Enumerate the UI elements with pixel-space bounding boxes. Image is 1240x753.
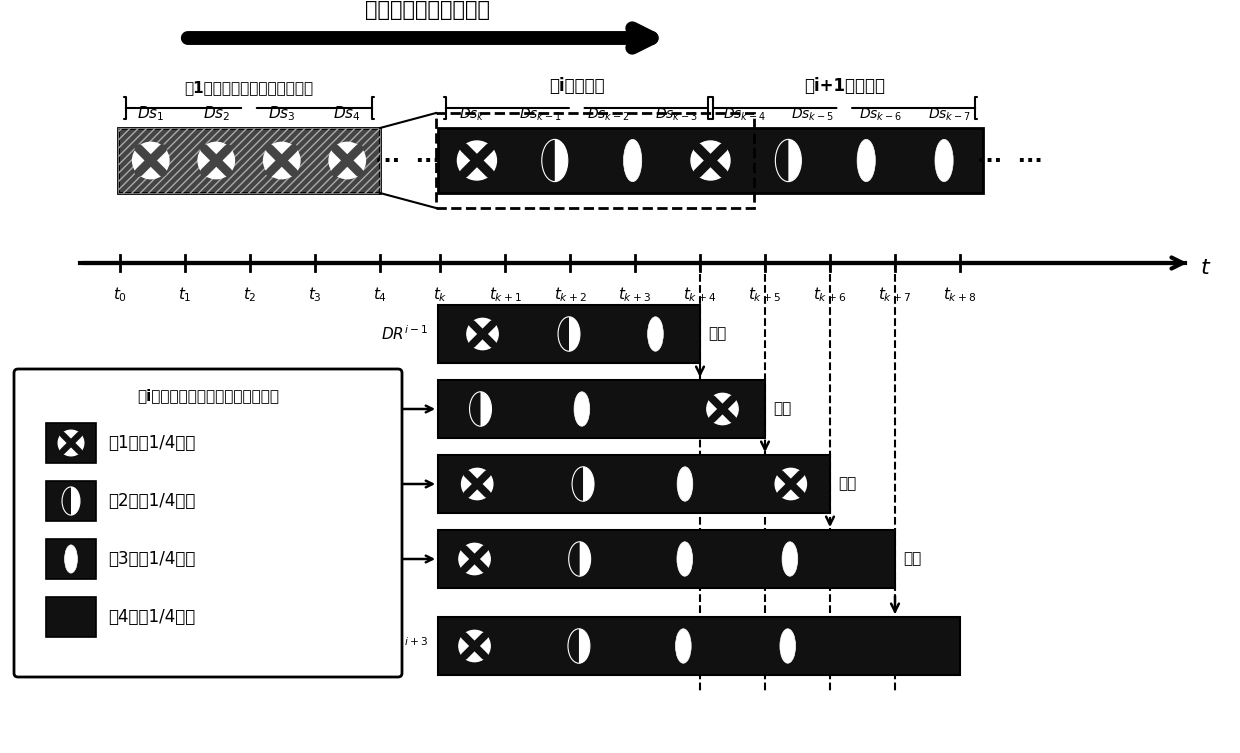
Text: $t_{k+8}$: $t_{k+8}$ (944, 285, 977, 303)
Text: $t_{k+3}$: $t_{k+3}$ (619, 285, 651, 303)
Text: 重组数据$DR^{i+1}$: 重组数据$DR^{i+1}$ (305, 474, 383, 494)
Text: 更新: 更新 (903, 551, 921, 566)
Circle shape (264, 142, 300, 178)
Text: $Ds_{k-2}$: $Ds_{k-2}$ (587, 107, 630, 123)
Text: $t_2$: $t_2$ (243, 285, 257, 303)
Wedge shape (55, 484, 71, 518)
Ellipse shape (569, 541, 590, 576)
Text: $Ds_{k-7}$: $Ds_{k-7}$ (928, 107, 971, 123)
Text: $Ds_{k-3}$: $Ds_{k-3}$ (655, 107, 698, 123)
Wedge shape (548, 313, 569, 355)
Ellipse shape (542, 139, 568, 181)
Text: $Ds_1$: $Ds_1$ (138, 105, 165, 123)
Ellipse shape (780, 629, 796, 663)
Ellipse shape (558, 317, 580, 351)
Text: $t_4$: $t_4$ (373, 285, 387, 303)
Wedge shape (558, 625, 579, 666)
Text: $t_{k+2}$: $t_{k+2}$ (553, 285, 587, 303)
Text: 重组数据$DR^{i+2}$: 重组数据$DR^{i+2}$ (305, 549, 383, 569)
Wedge shape (559, 538, 579, 580)
FancyBboxPatch shape (438, 617, 960, 675)
Text: ···  ···: ··· ··· (977, 151, 1043, 170)
Text: $t_{k+6}$: $t_{k+6}$ (813, 285, 847, 303)
Text: $t_{k+4}$: $t_{k+4}$ (683, 285, 717, 303)
Text: $DR^{i-1}$: $DR^{i-1}$ (381, 325, 428, 343)
Ellipse shape (782, 541, 797, 576)
Ellipse shape (574, 392, 590, 426)
Circle shape (458, 141, 496, 180)
Text: 第i个时间步获取的完整数据集拆分: 第i个时间步获取的完整数据集拆分 (136, 388, 279, 403)
Text: $Ds_k$: $Ds_k$ (459, 107, 485, 123)
Text: $DR^{i+3}$: $DR^{i+3}$ (381, 636, 428, 655)
Circle shape (459, 630, 490, 662)
Ellipse shape (857, 139, 875, 181)
Circle shape (461, 468, 492, 500)
FancyBboxPatch shape (438, 305, 701, 363)
Text: $Ds_3$: $Ds_3$ (268, 105, 295, 123)
FancyBboxPatch shape (438, 455, 830, 513)
Circle shape (775, 468, 806, 500)
Text: 更新: 更新 (773, 401, 791, 416)
Circle shape (58, 430, 84, 456)
Text: $Ds_2$: $Ds_2$ (202, 105, 229, 123)
Text: 重组数据$DR^{i}$: 重组数据$DR^{i}$ (324, 399, 383, 419)
Text: $Ds_{k-5}$: $Ds_{k-5}$ (791, 107, 835, 123)
FancyBboxPatch shape (46, 539, 95, 579)
FancyBboxPatch shape (438, 380, 765, 438)
Text: $t_3$: $t_3$ (308, 285, 322, 303)
Text: $t_k$: $t_k$ (433, 285, 448, 303)
FancyBboxPatch shape (438, 128, 983, 193)
Text: 第1小份1/4数据: 第1小份1/4数据 (108, 434, 196, 452)
Text: $Ds_{k-1}$: $Ds_{k-1}$ (518, 107, 562, 123)
Text: 更新: 更新 (838, 477, 857, 492)
Ellipse shape (568, 629, 590, 663)
Ellipse shape (572, 467, 594, 501)
Text: 第4小份1/4数据: 第4小份1/4数据 (108, 608, 195, 626)
Wedge shape (563, 463, 583, 505)
FancyBboxPatch shape (46, 423, 95, 463)
Circle shape (198, 142, 234, 178)
Text: $Ds_4$: $Ds_4$ (334, 105, 361, 123)
Ellipse shape (677, 467, 693, 501)
Ellipse shape (470, 392, 491, 426)
Text: $t_{k+7}$: $t_{k+7}$ (878, 285, 911, 303)
Wedge shape (460, 389, 481, 430)
Wedge shape (529, 135, 554, 186)
Wedge shape (763, 135, 789, 186)
Text: 第i个时间步: 第i个时间步 (549, 77, 605, 95)
Circle shape (133, 142, 169, 178)
Text: $t_1$: $t_1$ (179, 285, 192, 303)
Text: $Ds_{k-6}$: $Ds_{k-6}$ (859, 107, 903, 123)
FancyBboxPatch shape (46, 481, 95, 521)
Ellipse shape (62, 487, 79, 515)
Text: $Ds_{k-4}$: $Ds_{k-4}$ (723, 107, 766, 123)
Ellipse shape (647, 317, 663, 351)
FancyBboxPatch shape (438, 530, 895, 588)
Circle shape (467, 319, 498, 349)
Ellipse shape (64, 545, 77, 573)
Ellipse shape (624, 139, 642, 181)
Circle shape (329, 142, 366, 178)
Circle shape (691, 141, 730, 180)
Ellipse shape (935, 139, 954, 181)
Text: 第2小份1/4数据: 第2小份1/4数据 (108, 492, 196, 510)
Ellipse shape (676, 629, 691, 663)
Text: $t_0$: $t_0$ (113, 285, 126, 303)
Circle shape (707, 393, 738, 425)
Text: ···  ···: ··· ··· (376, 151, 441, 170)
Text: 更新: 更新 (708, 327, 727, 342)
Text: $t$: $t$ (1200, 258, 1211, 278)
Text: $t_{k+5}$: $t_{k+5}$ (749, 285, 781, 303)
FancyBboxPatch shape (118, 128, 379, 193)
Text: 监测过程数据连续采集: 监测过程数据连续采集 (365, 0, 490, 20)
Circle shape (459, 544, 490, 575)
Text: 第3小份1/4数据: 第3小份1/4数据 (108, 550, 196, 568)
Text: 第1个时间步获取的完整数据集: 第1个时间步获取的完整数据集 (185, 80, 314, 95)
Text: 第i+1个时间步: 第i+1个时间步 (804, 77, 885, 95)
FancyBboxPatch shape (14, 369, 402, 677)
Ellipse shape (775, 139, 801, 181)
FancyBboxPatch shape (46, 597, 95, 637)
Ellipse shape (677, 541, 693, 576)
Text: $t_{k+1}$: $t_{k+1}$ (489, 285, 522, 303)
